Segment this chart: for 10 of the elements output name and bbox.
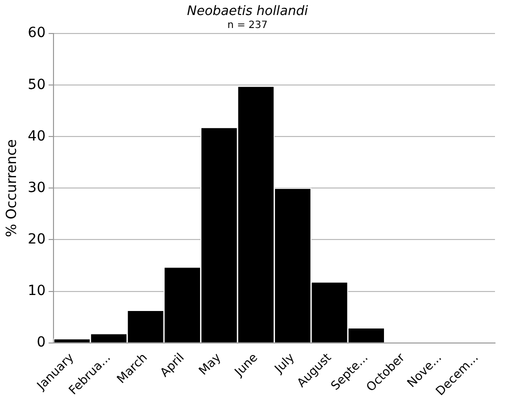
chart-subtitle: n = 237: [227, 20, 268, 32]
y-tick-label: 50: [28, 76, 46, 93]
y-tick-label: 0: [36, 334, 46, 350]
y-axis-title: % Occurrence: [4, 139, 20, 238]
y-tick-label: 20: [28, 231, 46, 248]
y-tick-label: 30: [28, 180, 46, 196]
y-tick-label: 10: [28, 282, 46, 299]
chart-title: Neobaetis hollandi: [187, 4, 308, 20]
y-tick-label: 60: [28, 25, 46, 42]
y-tick-label: 40: [28, 128, 46, 144]
